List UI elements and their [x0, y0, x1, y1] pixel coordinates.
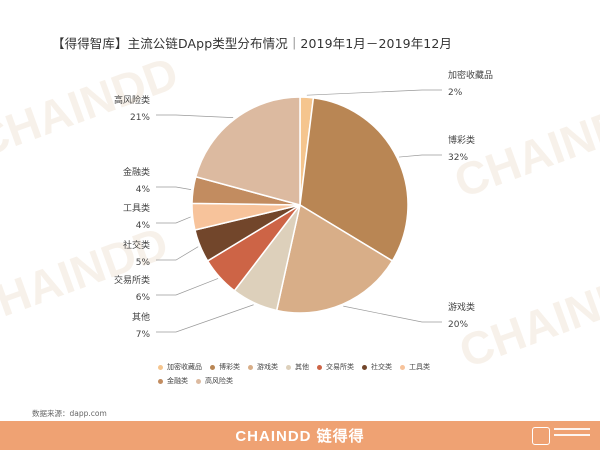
legend-swatch [158, 378, 163, 384]
leader-line [306, 89, 442, 96]
legend-swatch [158, 364, 163, 370]
slice-value-label: 5% [136, 258, 151, 268]
legend-item: 加密收藏品 [158, 362, 202, 372]
legend-item: 交易所类 [317, 362, 354, 372]
legend-label: 交易所类 [326, 363, 354, 371]
legend-item: 工具类 [400, 362, 430, 372]
pie-slice [194, 96, 301, 206]
slice-label: 金融类 [123, 166, 150, 178]
chart-title: 【得得智库】主流公链DApp类型分布情况｜2019年1月－2019年12月 [52, 36, 453, 51]
legend-swatch [400, 364, 405, 370]
slice-label: 博彩类 [448, 134, 475, 146]
legend-item: 高风险类 [196, 376, 233, 386]
slice-value-label: 21% [130, 113, 150, 123]
leader-line [156, 278, 219, 296]
leader-line [398, 154, 442, 158]
leader-line [156, 304, 254, 333]
chart-legend: 加密收藏品 博彩类 游戏类 其他 交易所类 社交类 工具类金融类 高风险类 [158, 362, 458, 386]
slice-labels: 加密收藏品 2% 博彩类 32% 游戏类 20% 其他 7% 交易所类 6% 社交类 5% 工具类 4% 金… [114, 69, 493, 340]
pie-slices [191, 96, 409, 314]
legend-label: 博彩类 [219, 363, 240, 371]
legend-label: 加密收藏品 [167, 363, 202, 371]
legend-item: 金融类 [158, 376, 188, 386]
slice-value-label: 7% [136, 330, 151, 340]
legend-item: 其他 [286, 362, 309, 372]
legend-label: 工具类 [409, 363, 430, 371]
slice-label: 游戏类 [448, 301, 475, 313]
slice-label: 其他 [132, 311, 150, 323]
leader-line [156, 114, 234, 118]
slice-value-label: 4% [136, 185, 151, 195]
slice-value-label: 32% [448, 153, 468, 163]
slice-label: 交易所类 [114, 274, 150, 286]
slice-label: 社交类 [123, 239, 150, 251]
leader-line [156, 246, 199, 261]
legend-swatch [286, 364, 291, 370]
slice-value-label: 20% [448, 320, 468, 330]
slice-value-label: 2% [448, 88, 463, 98]
slice-label: 加密收藏品 [448, 69, 493, 81]
slice-label: 工具类 [123, 202, 150, 214]
legend-swatch [317, 364, 322, 370]
leader-line [343, 305, 442, 323]
legend-label: 游戏类 [257, 363, 278, 371]
footer-bar: CHAINDD 链得得 [0, 421, 600, 450]
leader-line [156, 216, 191, 224]
legend-swatch [362, 364, 367, 370]
legend-item: 博彩类 [210, 362, 240, 372]
legend-label: 金融类 [167, 377, 188, 385]
slice-value-label: 4% [136, 221, 151, 231]
legend-swatch [196, 378, 201, 384]
chaindd-logo-icon [532, 425, 592, 447]
footer-brand: CHAINDD 链得得 [235, 428, 365, 445]
label-leader-lines [156, 89, 442, 333]
slice-label: 高风险类 [114, 94, 150, 106]
legend-label: 其他 [295, 363, 309, 371]
legend-swatch [210, 364, 215, 370]
legend-swatch [248, 364, 253, 370]
legend-label: 高风险类 [205, 377, 233, 385]
data-source-note: 数据来源：dapp.com [32, 409, 107, 418]
slice-value-label: 6% [136, 293, 151, 303]
legend-label: 社交类 [371, 363, 392, 371]
legend-item: 游戏类 [248, 362, 278, 372]
pie-slice [275, 203, 394, 314]
pie-slice [299, 96, 409, 262]
leader-line [156, 186, 192, 190]
legend-item: 社交类 [362, 362, 392, 372]
